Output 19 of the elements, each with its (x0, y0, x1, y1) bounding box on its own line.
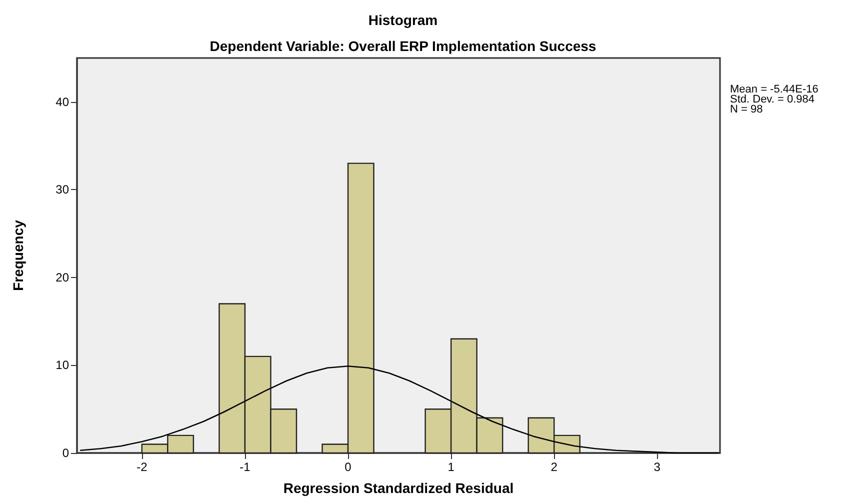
x-tick-label: 0 (344, 460, 352, 474)
x-tick-label: -2 (136, 460, 148, 474)
text: N = 98 (730, 104, 763, 116)
chart-title: Histogram (368, 12, 438, 28)
x-axis-title: Regression Standardized Residual (283, 480, 514, 496)
x-tick-label: 2 (550, 460, 558, 474)
y-tick-label: 40 (56, 94, 70, 109)
text: Std. Dev. = 0.984 (730, 94, 814, 106)
y-tick-label: 30 (56, 182, 70, 197)
x-tick-label: 1 (448, 460, 455, 474)
x-tick-label: -1 (240, 460, 251, 474)
y-tick-label: 0 (62, 446, 70, 460)
line-series (79, 365, 720, 454)
y-tick-label: 20 (56, 270, 70, 284)
chart-subtitle: Dependent Variable: Overall ERP Implementation Success (210, 38, 596, 54)
text: Mean = -5.44E-16 (730, 84, 818, 96)
y-axis-title: Frequency (10, 220, 26, 291)
x-tick-label: 3 (654, 460, 661, 474)
y-tick-label: 10 (56, 358, 70, 372)
